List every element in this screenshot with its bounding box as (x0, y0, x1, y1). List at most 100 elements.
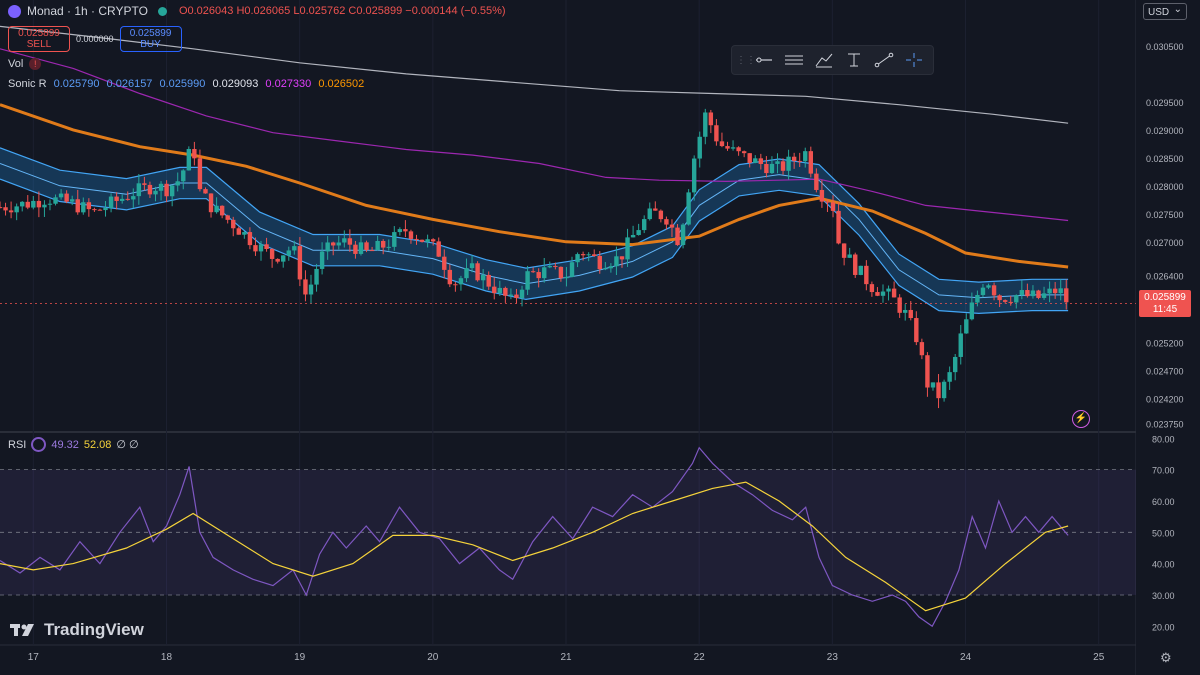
candle-body (603, 268, 608, 270)
candle-body (464, 268, 469, 279)
trend-line-icon[interactable] (872, 49, 896, 71)
rsi-ma-line (0, 481, 1069, 612)
candle-body (380, 240, 386, 248)
warning-icon[interactable]: ! (29, 58, 42, 70)
candle-body (69, 199, 75, 202)
market-open-icon (157, 6, 167, 16)
candle-body (275, 258, 280, 262)
crosshair-icon[interactable] (902, 49, 926, 71)
candle-body (347, 238, 353, 245)
rsi-icon (31, 437, 47, 452)
candle-body (342, 238, 347, 243)
horizontal-line-icon[interactable] (752, 49, 776, 71)
candle-body (864, 265, 869, 285)
candle-body (192, 149, 197, 159)
ohlc-high: H0.026065 (236, 5, 291, 17)
rsi-label: RSI (8, 438, 27, 451)
candle-body (675, 227, 680, 246)
candle-body (719, 141, 725, 147)
tradingview-logo: TradingView (10, 620, 144, 640)
axes: 0.030500 0.029500 0.029000 0.028500 0.028000… (28, 0, 1200, 675)
candle-body (186, 149, 192, 171)
candle-body (714, 125, 719, 142)
last-price-label: 0.025899 11:45 (1139, 290, 1191, 317)
candle-body (169, 185, 175, 197)
candle-body (486, 274, 491, 287)
candle-body (469, 263, 475, 269)
candle-body (403, 229, 408, 232)
rsi-tick-label: 70.00 (1152, 466, 1175, 476)
candle-body (614, 256, 619, 267)
gear-icon[interactable]: ⚙ (1160, 650, 1172, 665)
time-tick-label: 17 (28, 652, 40, 663)
trade-buttons: 0.025899 SELL 0.000000 0.025899 BUY (8, 26, 182, 52)
candle-body (430, 239, 436, 242)
currency-select[interactable]: USD (1143, 1, 1187, 20)
lightning-icon[interactable]: ⚡ (1072, 410, 1090, 428)
candle-body (75, 199, 80, 213)
price-tick-label: 0.023750 (1146, 420, 1184, 430)
rsi-extra: ∅ ∅ (116, 439, 139, 451)
candle-body (81, 202, 86, 213)
price-tick-label: 0.029000 (1146, 126, 1184, 136)
candle-body (858, 265, 863, 275)
drag-handle-icon[interactable]: ⋮⋮ (736, 54, 756, 66)
time-tick-label: 21 (560, 652, 572, 663)
candle-body (314, 268, 319, 285)
candle-body (997, 295, 1002, 301)
candle-body (841, 243, 847, 258)
candle-body (875, 292, 880, 296)
candles (0, 108, 1069, 409)
time-tick-label: 25 (1093, 652, 1105, 663)
price-tick-label: 0.028000 (1146, 182, 1184, 192)
rsi-lines (0, 446, 1069, 628)
buy-button[interactable]: 0.025899 BUY (119, 26, 182, 52)
sonic-value-4: 0.027330 (265, 78, 312, 90)
candle-body (847, 254, 852, 258)
candle-body (658, 210, 664, 220)
candle-body (830, 202, 836, 211)
candle-body (286, 250, 291, 256)
candle-body (103, 207, 108, 211)
candle-body (292, 246, 297, 251)
time-tick-label: 24 (960, 652, 972, 663)
volume-legend[interactable]: Vol ! (8, 58, 42, 70)
symbol-title[interactable]: Monad · 1h · CRYPTO (27, 4, 148, 18)
candle-body (264, 244, 269, 249)
text-cursor-icon[interactable] (842, 49, 866, 71)
rsi-tick-label: 80.00 (1152, 434, 1175, 444)
parallel-channel-icon[interactable] (782, 49, 806, 71)
buy-price: 0.025899 (129, 28, 172, 39)
candle-body (547, 266, 552, 268)
symbol-header: Monad · 1h · CRYPTO O0.026043 H0.026065 … (8, 4, 506, 18)
sonic-legend[interactable]: Sonic R 0.025790 0.026157 0.025990 0.029… (8, 78, 368, 90)
candle-body (414, 238, 419, 240)
ohlc-low: L0.025762 (293, 5, 346, 17)
candle-body (208, 193, 214, 213)
rsi-legend[interactable]: RSI 49.32 52.08 ∅ ∅ (8, 437, 139, 452)
candle-body (475, 263, 480, 281)
ohlc-open: O0.026043 (178, 5, 234, 17)
candle-body (736, 147, 741, 152)
ohlc-close: C0.025899 (348, 5, 403, 17)
candle-body (791, 156, 797, 161)
candle-body (336, 242, 341, 246)
drawing-toolbar[interactable]: ⋮⋮ (731, 45, 934, 75)
ema-orange-line (0, 103, 1069, 269)
time-tick-label: 23 (827, 652, 839, 663)
candle-body (25, 201, 30, 208)
candle-body (608, 266, 614, 269)
candle-body (181, 170, 186, 182)
price-tick-label: 0.029500 (1146, 98, 1184, 108)
candle-body (925, 355, 930, 388)
candle-body (253, 245, 258, 252)
brush-icon[interactable] (812, 49, 836, 71)
rsi-tick-label: 60.00 (1152, 497, 1175, 507)
candle-body (642, 219, 647, 231)
sell-button[interactable]: 0.025899 SELL (8, 26, 70, 52)
sonic-lower-line (0, 178, 1069, 315)
candle-body (303, 279, 308, 295)
candle-body (797, 160, 802, 162)
candle-body (525, 271, 530, 290)
